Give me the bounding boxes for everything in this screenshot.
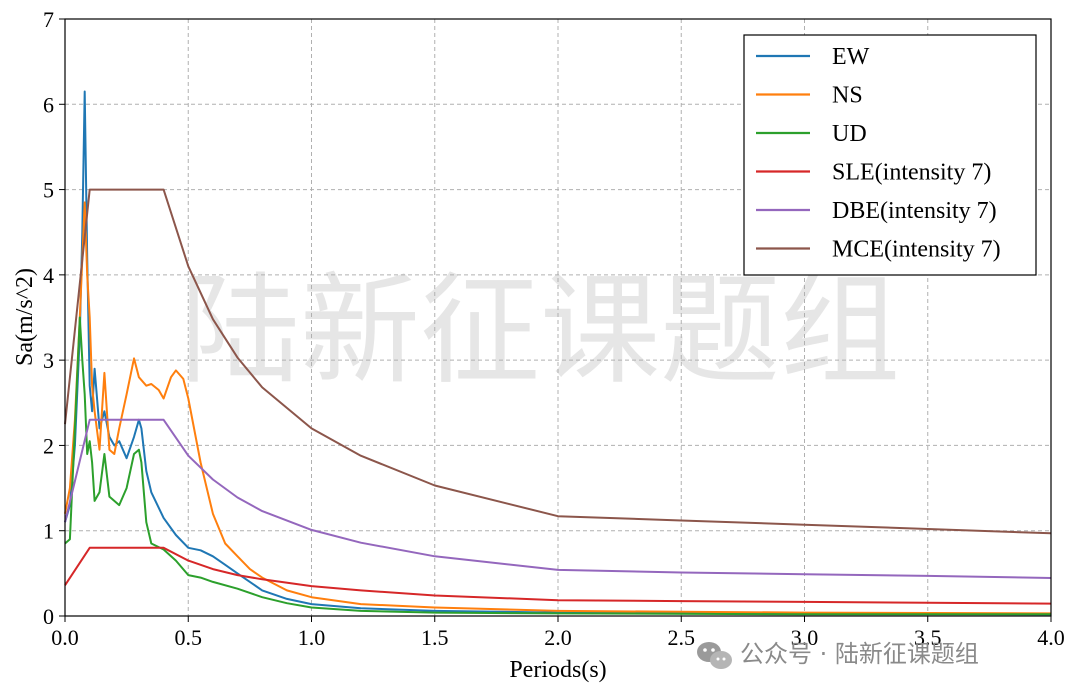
series-line-0 [64, 90, 1052, 616]
series-line-4 [64, 418, 1052, 579]
y-tick-label: 3 [43, 348, 54, 373]
footer-text: 公众号 · 陆新征课题组 [740, 640, 979, 668]
legend-label: NS [832, 83, 863, 109]
legend-label: EW [832, 44, 870, 70]
series-layer [64, 90, 1052, 616]
x-tick-label: 1.0 [298, 625, 326, 650]
y-tick-label: 4 [43, 263, 54, 288]
x-axis-label: Periods(s) [509, 657, 606, 683]
y-tick-label: 7 [43, 7, 54, 32]
legend-label: DBE(intensity 7) [832, 198, 997, 224]
x-tick-label: 0.5 [175, 625, 203, 650]
series-line-3 [64, 546, 1052, 605]
x-tick-label: 0.0 [51, 625, 79, 650]
y-tick-label: 1 [43, 519, 54, 544]
x-tick-label: 2.5 [668, 625, 696, 650]
legend: EW NS UD SLE(intensity 7) DBE(intensity 7) MC… [743, 34, 1037, 276]
y-tick-label: 5 [43, 178, 54, 203]
y-tick-label: 6 [43, 92, 54, 117]
x-tick-label: 3.5 [914, 625, 942, 650]
series-line-5 [64, 188, 1052, 535]
watermark-text: 陆新征课题组 [180, 262, 900, 401]
footer-signature: 公众号 · 陆新征课题组 [697, 640, 979, 669]
y-axis-label: Sa(m/s^2) [12, 268, 38, 366]
x-tick-label: 4.0 [1037, 625, 1065, 650]
y-tick-label: 0 [43, 604, 54, 629]
legend-box [743, 34, 1037, 276]
x-tick-label: 3.0 [791, 625, 819, 650]
wechat-icon [697, 642, 732, 669]
y-tick-label: 2 [43, 433, 54, 458]
x-tick-label: 1.5 [421, 625, 449, 650]
x-tick-label: 2.0 [544, 625, 572, 650]
series-line-1 [64, 201, 1052, 615]
legend-label: UD [832, 121, 867, 147]
axis-ticks: 0.0 0.5 1.0 1.5 2.0 2.5 3.0 3.5 4.0 0 1 2 3 4 5 6 7 [43, 7, 1065, 650]
legend-label: SLE(intensity 7) [832, 160, 991, 186]
legend-label: MCE(intensity 7) [832, 237, 1001, 263]
